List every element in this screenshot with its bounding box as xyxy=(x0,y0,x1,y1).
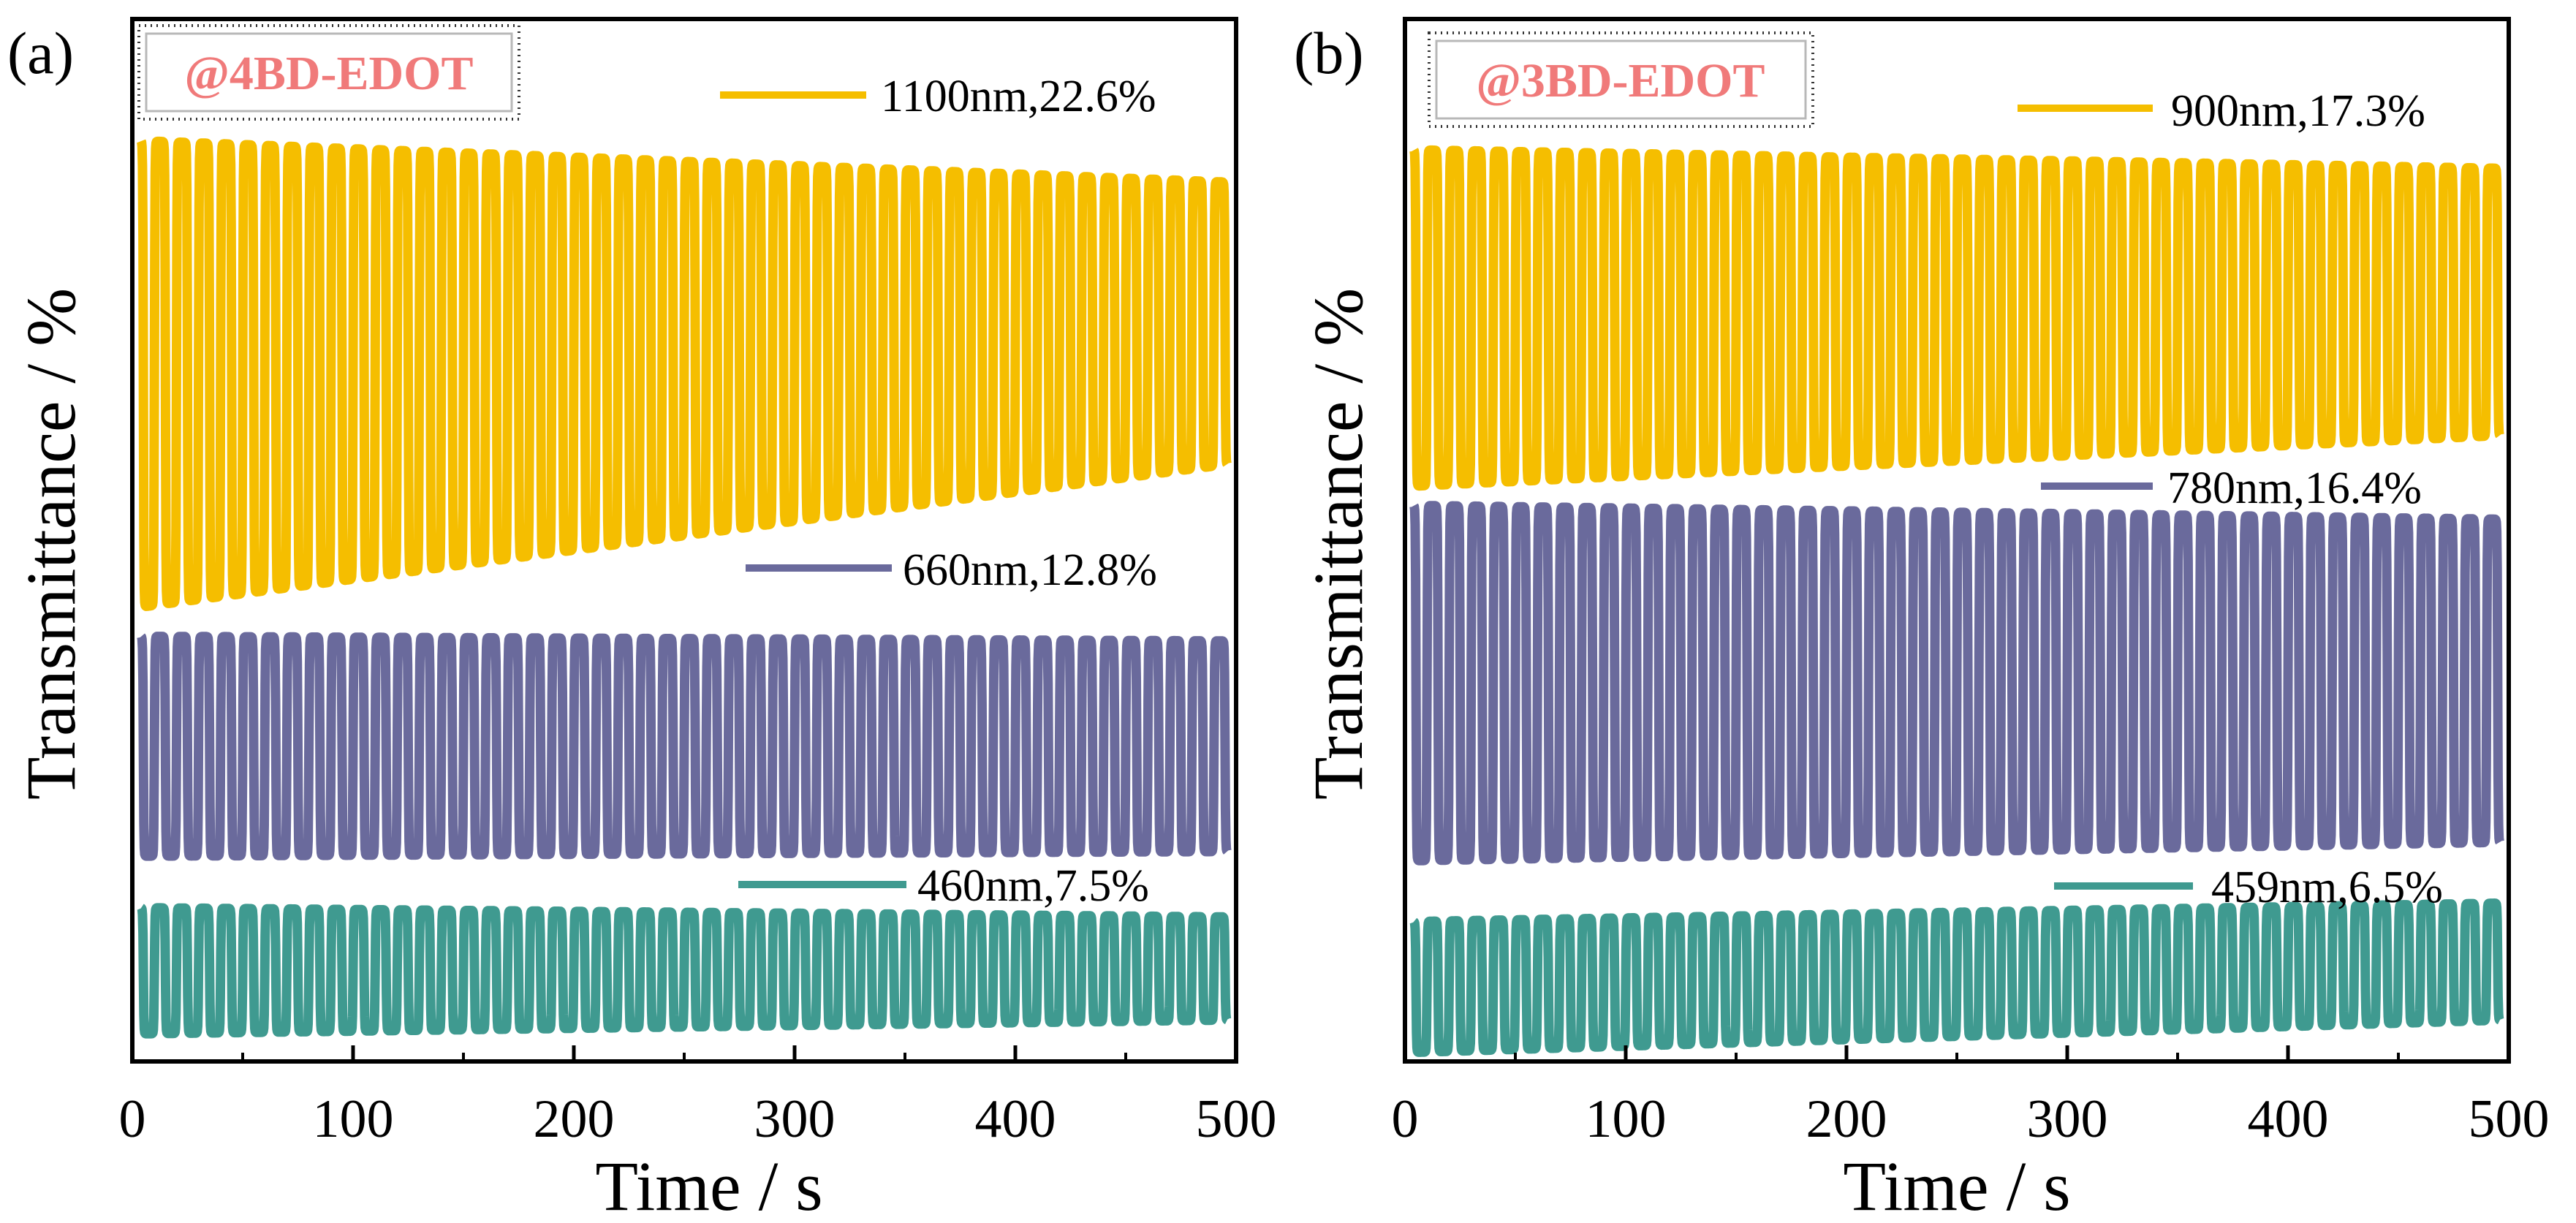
panel-a-x-tick-label-400: 400 xyxy=(975,1089,1056,1149)
panel-a-x-axis-title: Time / s xyxy=(595,1147,822,1223)
panel-a-letter: (a) xyxy=(7,20,74,86)
panel-b-series-3 xyxy=(1409,898,2504,1057)
panel-a-series-3-trace xyxy=(137,903,1232,1039)
panel-a-x-tick-label-0: 0 xyxy=(119,1089,146,1149)
panel-a-y-axis-title: Transmittance / % xyxy=(12,288,90,800)
panel-a-legend-1-label: 1100nm,22.6% xyxy=(881,72,1156,121)
panel-b-film-label-inner xyxy=(1435,39,1807,120)
panel-a-x-tick-label-500: 500 xyxy=(1196,1089,1277,1149)
panel-b-series-3-trace xyxy=(1409,898,2504,1057)
panel-b-film-label-text: @3BD-EDOT xyxy=(1476,54,1765,107)
panel-b-x-tick-labels: 0 100 200 300 400 500 xyxy=(1392,1089,2550,1149)
panel-b-plot-area xyxy=(1409,145,2504,1057)
panel-b-legend-1: 900nm,17.3% xyxy=(2018,86,2425,136)
panel-b-x-tick-label-300: 300 xyxy=(2027,1089,2108,1149)
panel-b-x-ticks xyxy=(1403,1045,2511,1061)
panel-a-series-2 xyxy=(137,632,1232,861)
panel-b-legend-1-label: 900nm,17.3% xyxy=(2171,86,2425,136)
panel-b-x-tick-label-100: 100 xyxy=(1586,1089,1667,1149)
panel-a-series-2-trace xyxy=(137,632,1232,861)
panel-a-x-tick-label-300: 300 xyxy=(754,1089,836,1149)
panel-b: (b) Transmittance / % @3BD-EDOT 900nm,17… xyxy=(1294,17,2550,1223)
panel-a-legend-2-label: 660nm,12.8% xyxy=(903,545,1157,595)
panel-b-legend-3: 459nm,6.5% xyxy=(2054,863,2443,912)
panel-b-series-2-trace xyxy=(1409,501,2504,866)
panel-b-legend-2: 780nm,16.4% xyxy=(2041,463,2422,513)
panel-b-series-1-trace xyxy=(1409,145,2504,491)
panel-a-x-tick-label-100: 100 xyxy=(313,1089,394,1149)
panel-a-legend-2: 660nm,12.8% xyxy=(746,545,1157,595)
panel-b-y-axis-title: Transmittance / % xyxy=(1299,288,1377,800)
panel-a: (a) Transmittance / % @4BD-EDOT 1100nm,2… xyxy=(7,17,1277,1223)
panel-a-film-label: @4BD-EDOT xyxy=(137,24,520,121)
panel-a-x-tick-labels: 0 100 200 300 400 500 xyxy=(119,1089,1277,1149)
panel-b-x-axis-title: Time / s xyxy=(1843,1147,2070,1223)
panel-a-plot-area xyxy=(137,136,1232,1039)
panel-a-film-label-inner xyxy=(145,32,513,113)
panel-b-series-1 xyxy=(1409,145,2504,491)
panel-b-x-tick-label-0: 0 xyxy=(1392,1089,1419,1149)
panel-a-series-1 xyxy=(137,136,1232,611)
panel-a-legend-3-label: 460nm,7.5% xyxy=(917,861,1149,911)
panel-b-film-label: @3BD-EDOT xyxy=(1428,31,1814,128)
panel-b-series-2 xyxy=(1409,501,2504,866)
panel-b-legend-3-label: 459nm,6.5% xyxy=(2211,863,2443,912)
panel-b-letter: (b) xyxy=(1294,20,1364,86)
panel-a-x-ticks xyxy=(130,1045,1238,1061)
panel-a-legend-3: 460nm,7.5% xyxy=(738,861,1149,911)
panel-b-legend-2-label: 780nm,16.4% xyxy=(2167,463,2422,513)
panel-b-x-tick-label-200: 200 xyxy=(1806,1089,1887,1149)
panel-a-x-tick-label-200: 200 xyxy=(534,1089,615,1149)
panel-a-series-1-trace xyxy=(137,136,1232,611)
panel-b-x-tick-label-500: 500 xyxy=(2469,1089,2550,1149)
panel-a-series-3 xyxy=(137,903,1232,1039)
panel-a-legend-1: 1100nm,22.6% xyxy=(720,72,1156,121)
panel-b-x-tick-label-400: 400 xyxy=(2248,1089,2329,1149)
panel-a-film-label-text: @4BD-EDOT xyxy=(184,47,473,100)
